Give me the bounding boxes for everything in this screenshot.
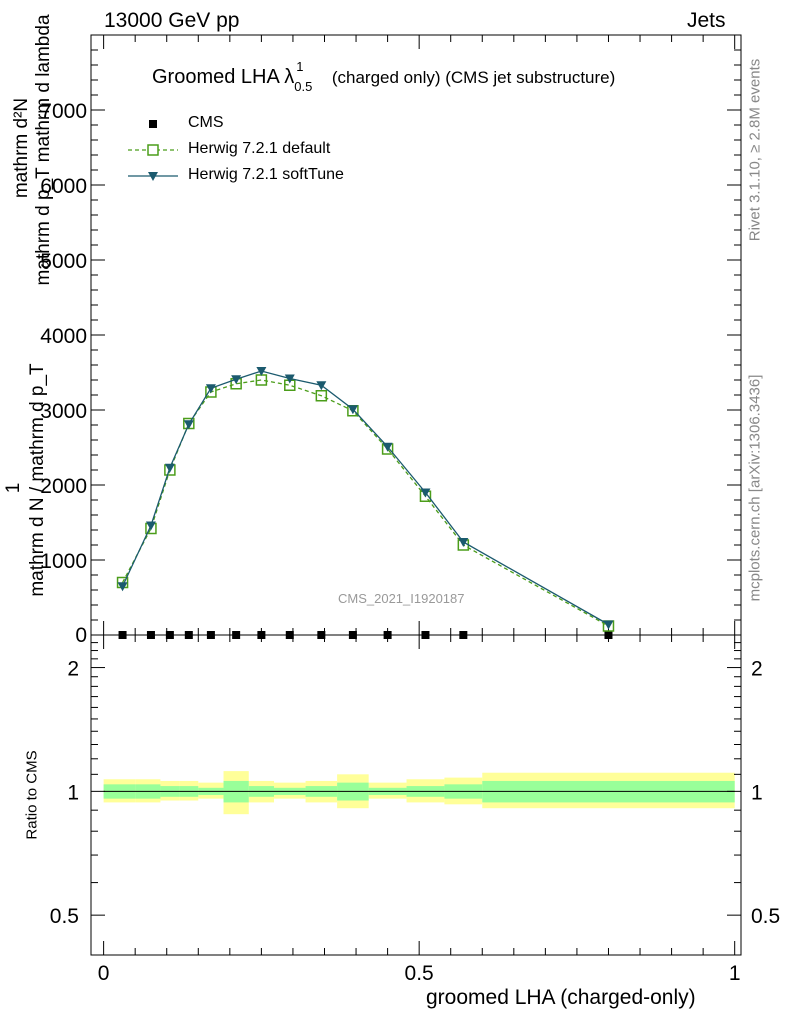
ratio-y-tick-label: 1 (67, 781, 79, 804)
y-tick-label: 7000 (40, 100, 87, 123)
ratio-y-tick-label-right: 1 (751, 781, 763, 804)
analysis-watermark: CMS_2021_I1920187 (338, 591, 465, 606)
legend-label-herwig-default: Herwig 7.2.1 default (188, 140, 331, 157)
mcplots-label: mcplots.cern.ch [arXiv:1306.3436] (746, 374, 764, 602)
ratio-frame (90, 634, 742, 956)
ylabel-prefactor: 1 (3, 482, 24, 494)
herwig-softtune-point (145, 521, 156, 531)
jets-label: Jets (687, 9, 726, 32)
x-tick-label: 0.5 (405, 962, 434, 985)
ratio-y-tick-label: 0.5 (50, 905, 79, 928)
title-main: Groomed LHA λ (152, 66, 295, 88)
title-suffix: (charged only) (CMS jet substructure) (331, 68, 616, 87)
herwig-softtune-point (205, 384, 216, 394)
ylabel-numerator: mathrm d²N (11, 97, 32, 199)
energy-label: 13000 GeV pp (104, 9, 240, 32)
title-subscript: 0.5 (294, 79, 313, 94)
herwig-softtune-point (284, 374, 295, 384)
ratio-y-tick-label-right: 0.5 (751, 905, 780, 928)
legend-marker-herwig-softtune (148, 172, 158, 181)
ratio-y-tick-label: 2 (67, 658, 79, 681)
xlabel: groomed LHA (charged-only) (426, 986, 696, 1009)
y-tick-label: 5000 (40, 250, 87, 273)
herwig-softtune-point (382, 442, 393, 452)
herwig-softtune-point (603, 620, 614, 630)
herwig-softtune-point (316, 381, 327, 391)
rivet-label: Rivet 3.1.10, ≥ 2.8M events (746, 58, 764, 242)
legend-marker-cms (149, 120, 157, 128)
herwig-softtune-point (420, 488, 431, 498)
y-tick-label: 4000 (40, 325, 87, 348)
herwig-default-point (315, 390, 328, 402)
herwig-softtune-point (256, 367, 267, 376)
herwig-softtune-point (458, 538, 469, 547)
ratio-y-tick-label-right: 2 (751, 658, 763, 681)
x-tick-label: 1 (729, 962, 741, 985)
herwig-softtune-point (117, 582, 128, 592)
y-tick-label: 2000 (40, 475, 87, 498)
x-tick-label: 0 (98, 962, 110, 985)
herwig-softtune-point (164, 463, 175, 473)
y-tick-label: 1000 (40, 550, 87, 573)
legend-label-herwig-softtune: Herwig 7.2.1 softTune (188, 166, 344, 183)
herwig-softtune-point (231, 375, 242, 385)
y-tick-label-zero: 0 (75, 624, 87, 647)
ratio-panel: 0.5 0.5 1 1 2 2 0 0.5 1 (50, 634, 780, 985)
y-tick-label: 3000 (40, 400, 87, 423)
herwig-softtune-point (347, 405, 358, 415)
ratio-ylabel: Ratio to CMS (23, 750, 41, 840)
main-panel: 1000 2000 3000 4000 5000 6000 7000 0 (40, 34, 742, 647)
chart-title: Groomed LHA λ 1 0.5 (charged only) (CMS je… (152, 59, 616, 94)
title-superscript: 1 (296, 59, 304, 74)
herwig-softtune-line (121, 370, 609, 626)
legend-label-cms: CMS (188, 114, 224, 131)
herwig-default-line (121, 379, 609, 627)
ylabel-denominator: mathrm d p_T mathrm d lambda (33, 14, 54, 286)
y-tick-label: 6000 (40, 175, 87, 198)
ylabel-prefactor-denominator: mathrm d N / mathrm d p_T (27, 363, 48, 597)
herwig-softtune-point (183, 420, 194, 430)
legend-marker-herwig-default (147, 144, 159, 156)
